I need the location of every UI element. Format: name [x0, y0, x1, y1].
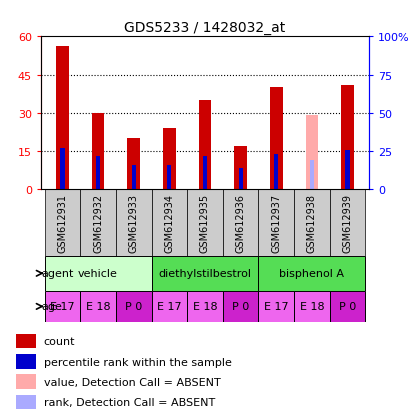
Text: GSM612933: GSM612933: [128, 193, 138, 252]
Bar: [56, 47, 68, 190]
Bar: [151, 256, 258, 291]
Bar: [16, 354, 36, 369]
Bar: [116, 190, 151, 256]
Bar: [341, 85, 353, 190]
Text: E 17: E 17: [263, 301, 288, 312]
Bar: [258, 291, 293, 322]
Bar: [234, 147, 246, 190]
Bar: [45, 291, 80, 322]
Text: bisphenol A: bisphenol A: [279, 268, 344, 279]
Text: count: count: [43, 336, 75, 346]
Text: age: age: [42, 301, 63, 312]
Text: diethylstilbestrol: diethylstilbestrol: [158, 268, 251, 279]
Bar: [258, 190, 293, 256]
Bar: [345, 150, 349, 190]
Bar: [92, 114, 104, 190]
Bar: [167, 166, 171, 190]
Text: GSM612936: GSM612936: [235, 193, 245, 252]
Text: GSM612937: GSM612937: [271, 193, 281, 252]
Bar: [116, 291, 151, 322]
Bar: [187, 291, 222, 322]
Bar: [258, 256, 364, 291]
Text: E 18: E 18: [85, 301, 110, 312]
Bar: [163, 129, 175, 190]
Bar: [127, 139, 139, 190]
Text: GSM612934: GSM612934: [164, 193, 174, 252]
Bar: [202, 157, 207, 190]
Bar: [60, 149, 64, 190]
Bar: [305, 116, 317, 190]
Bar: [274, 155, 278, 190]
Text: GSM612932: GSM612932: [93, 193, 103, 252]
Text: E 18: E 18: [299, 301, 324, 312]
Bar: [16, 334, 36, 349]
Bar: [293, 291, 329, 322]
Text: vehicle: vehicle: [78, 268, 118, 279]
Bar: [329, 291, 364, 322]
Bar: [131, 166, 135, 190]
Text: E 18: E 18: [192, 301, 217, 312]
Bar: [187, 190, 222, 256]
Bar: [45, 190, 80, 256]
Bar: [329, 190, 364, 256]
Text: percentile rank within the sample: percentile rank within the sample: [43, 357, 231, 367]
Text: agent: agent: [42, 268, 74, 279]
Text: GSM612931: GSM612931: [57, 193, 67, 252]
Text: P 0: P 0: [231, 301, 249, 312]
Bar: [16, 395, 36, 410]
Bar: [222, 291, 258, 322]
Bar: [80, 190, 116, 256]
Bar: [151, 291, 187, 322]
Text: P 0: P 0: [338, 301, 355, 312]
Bar: [16, 374, 36, 389]
Bar: [238, 169, 242, 190]
Text: GSM612939: GSM612939: [342, 193, 352, 252]
Bar: [45, 256, 151, 291]
Text: E 17: E 17: [157, 301, 181, 312]
Text: GSM612935: GSM612935: [200, 193, 209, 252]
Text: GSM612938: GSM612938: [306, 193, 316, 252]
Text: P 0: P 0: [125, 301, 142, 312]
Bar: [80, 291, 116, 322]
Text: value, Detection Call = ABSENT: value, Detection Call = ABSENT: [43, 377, 220, 387]
Bar: [222, 190, 258, 256]
Title: GDS5233 / 1428032_at: GDS5233 / 1428032_at: [124, 21, 285, 35]
Text: rank, Detection Call = ABSENT: rank, Detection Call = ABSENT: [43, 397, 214, 407]
Bar: [309, 161, 313, 190]
Bar: [270, 88, 282, 190]
Text: E 17: E 17: [50, 301, 74, 312]
Bar: [198, 101, 211, 190]
Bar: [96, 157, 100, 190]
Bar: [293, 190, 329, 256]
Bar: [151, 190, 187, 256]
